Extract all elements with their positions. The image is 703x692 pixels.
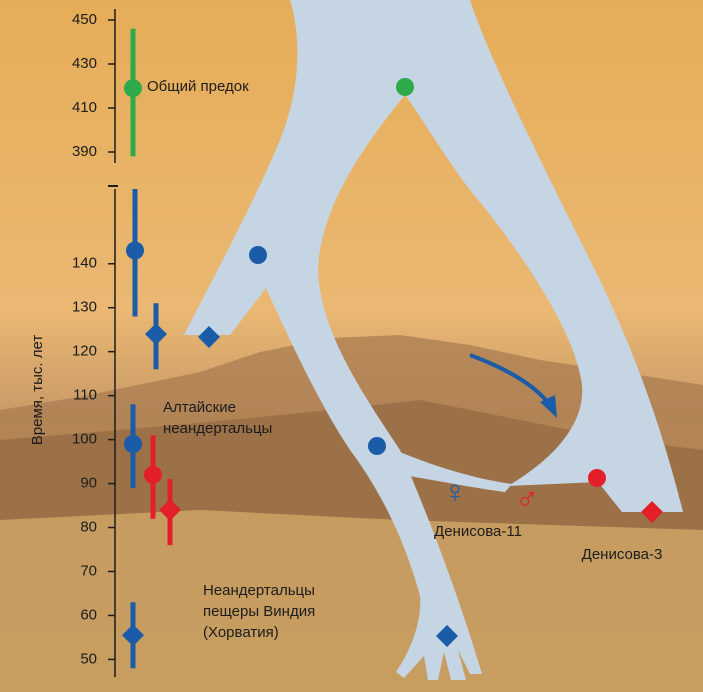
y-tick-label: 100 (72, 431, 97, 448)
tree-body (184, 0, 683, 680)
estimate-circle (126, 241, 144, 260)
y-tick-label: 50 (80, 650, 97, 667)
estimate-diamond (122, 624, 144, 647)
annotation: Неандертальцы (203, 582, 315, 599)
valley (0, 510, 703, 692)
node-ancestor (396, 78, 414, 96)
node-denisova3 (641, 501, 663, 523)
estimate-diamond (159, 498, 181, 521)
node-altai (198, 326, 220, 348)
y-tick-label: 390 (72, 143, 97, 160)
annotation: ♂ (515, 479, 539, 515)
annotation: (Хорватия) (203, 624, 279, 641)
tree-branch (372, 440, 512, 492)
annotation: Общий предок (147, 78, 249, 95)
annotation: ♀ (443, 473, 467, 509)
y-tick-label: 130 (72, 299, 97, 316)
node-denisova11-father (588, 469, 606, 487)
annotation: Денисова-3 (582, 546, 663, 563)
y-tick-label: 410 (72, 99, 97, 116)
y-tick-label: 430 (72, 55, 97, 72)
arrow-head (540, 395, 557, 418)
annotation: пещеры Виндия (203, 603, 315, 620)
y-tick-label: 80 (80, 518, 97, 535)
annotation: Алтайские (163, 399, 236, 416)
y-axis-label: Время, тыс. лет (29, 335, 46, 446)
y-tick-label: 120 (72, 343, 97, 360)
y-tick-label: 70 (80, 562, 97, 579)
y-tick-label: 450 (72, 11, 97, 28)
node-vindija (436, 625, 458, 647)
estimate-circle (144, 465, 162, 484)
phylogeny-tree (184, 0, 683, 680)
y-tick-label: 60 (80, 606, 97, 623)
annotation: неандертальцы (163, 420, 272, 437)
estimate-diamond (145, 323, 167, 346)
node-denisova11-mother (368, 437, 386, 455)
node-neanderthal (249, 246, 267, 264)
y-tick-label: 90 (80, 475, 97, 492)
gene-flow-arrow (469, 353, 552, 407)
annotation: Денисова-11 (434, 523, 522, 540)
y-tick-label: 110 (73, 387, 97, 404)
estimate-circle (124, 434, 142, 453)
estimate-circle (124, 79, 142, 98)
y-tick-label: 140 (72, 255, 97, 272)
